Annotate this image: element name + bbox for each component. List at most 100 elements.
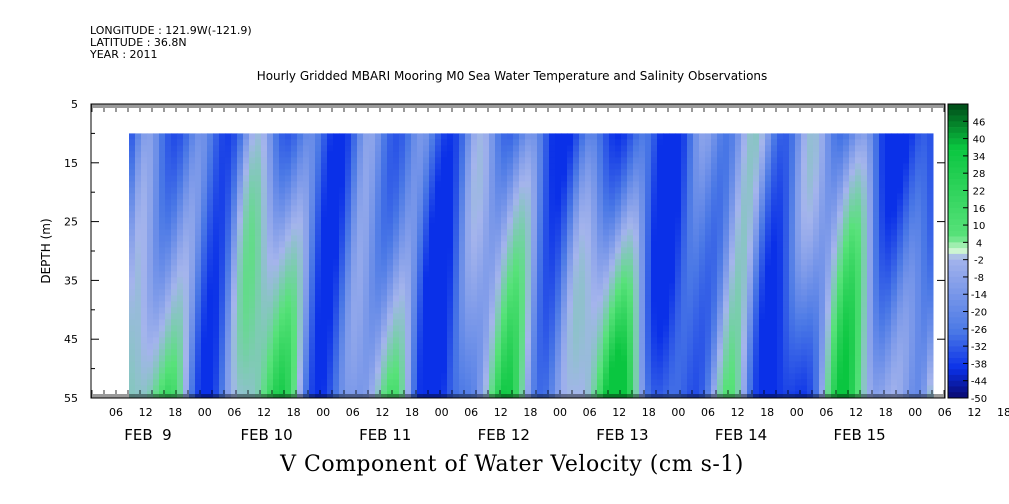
- heatmap-cell: [555, 319, 562, 326]
- heatmap-cell: [333, 319, 340, 326]
- heatmap-cell: [225, 169, 232, 176]
- heatmap-cell: [615, 145, 622, 152]
- heatmap-cell: [165, 319, 172, 326]
- heatmap-cell: [285, 361, 292, 368]
- heatmap-cell: [501, 193, 508, 200]
- heatmap-cell: [561, 145, 568, 152]
- heatmap-cell: [135, 253, 142, 260]
- heatmap-cell: [231, 169, 238, 176]
- heatmap-cell: [159, 355, 166, 362]
- heatmap-cell: [633, 355, 640, 362]
- heatmap-cell: [789, 319, 796, 326]
- heatmap-cell: [771, 223, 778, 230]
- heatmap-cell: [531, 367, 538, 374]
- heatmap-cell: [783, 307, 790, 314]
- heatmap-cell: [693, 175, 700, 182]
- heatmap-cell: [327, 205, 334, 212]
- heatmap-cell: [255, 289, 262, 296]
- heatmap-cell: [579, 313, 586, 320]
- heatmap-cell: [753, 379, 760, 386]
- heatmap-cell: [339, 373, 346, 380]
- heatmap-cell: [513, 325, 520, 332]
- heatmap-cell: [141, 301, 148, 308]
- heatmap-cell: [489, 355, 496, 362]
- heatmap-cell: [561, 289, 568, 296]
- heatmap-cell: [387, 355, 394, 362]
- heatmap-cell: [423, 187, 430, 194]
- heatmap-cell: [213, 283, 220, 290]
- heatmap-cell: [435, 337, 442, 344]
- heatmap-cell: [633, 331, 640, 338]
- heatmap-cell: [651, 301, 658, 308]
- heatmap-cell: [783, 223, 790, 230]
- heatmap-cell: [411, 295, 418, 302]
- heatmap-cell: [333, 307, 340, 314]
- heatmap-cell: [399, 325, 406, 332]
- heatmap-cell: [207, 325, 214, 332]
- heatmap-cell: [411, 181, 418, 188]
- heatmap-cell: [657, 355, 664, 362]
- heatmap-cell: [243, 355, 250, 362]
- heatmap-cell: [171, 157, 178, 164]
- heatmap-cell: [345, 211, 352, 218]
- heatmap-cell: [789, 205, 796, 212]
- heatmap-cell: [309, 187, 316, 194]
- heatmap-cell: [489, 379, 496, 386]
- heatmap-cell: [243, 193, 250, 200]
- heatmap-cell: [471, 271, 478, 278]
- heatmap-cell: [135, 331, 142, 338]
- heatmap-cell: [135, 151, 142, 158]
- heatmap-cell: [711, 145, 718, 152]
- heatmap-cell: [399, 235, 406, 242]
- heatmap-cell: [279, 349, 286, 356]
- heatmap-cell: [507, 325, 514, 332]
- heatmap-cell: [699, 271, 706, 278]
- heatmap-cell: [543, 343, 550, 350]
- heatmap-cell: [141, 241, 148, 248]
- heatmap-cell: [507, 289, 514, 296]
- heatmap-cell: [399, 223, 406, 230]
- heatmap-cell: [729, 169, 736, 176]
- heatmap-cell: [531, 157, 538, 164]
- heatmap-cell: [537, 199, 544, 206]
- heatmap-cell: [657, 319, 664, 326]
- heatmap-cell: [171, 145, 178, 152]
- heatmap-cell: [771, 343, 778, 350]
- heatmap-cell: [585, 181, 592, 188]
- heatmap-cell: [735, 337, 742, 344]
- heatmap-cell: [465, 271, 472, 278]
- heatmap-cell: [567, 307, 574, 314]
- heatmap-cell: [297, 205, 304, 212]
- heatmap-cell: [231, 277, 238, 284]
- heatmap-cell: [735, 283, 742, 290]
- heatmap-cell: [693, 259, 700, 266]
- heatmap-cell: [531, 169, 538, 176]
- heatmap-cell: [627, 145, 634, 152]
- heatmap-cell: [417, 313, 424, 320]
- heatmap-cell: [453, 289, 460, 296]
- heatmap-cell: [369, 313, 376, 320]
- heatmap-cell: [447, 253, 454, 260]
- heatmap-cell: [207, 259, 214, 266]
- heatmap-cell: [273, 169, 280, 176]
- heatmap-cell: [483, 181, 490, 188]
- heatmap-cell: [711, 139, 718, 146]
- heatmap-cell: [363, 367, 370, 374]
- heatmap-cell: [597, 145, 604, 152]
- heatmap-cell: [267, 349, 274, 356]
- heatmap-cell: [465, 331, 472, 338]
- heatmap-cell: [429, 301, 436, 308]
- heatmap-cell: [735, 211, 742, 218]
- heatmap-cell: [345, 331, 352, 338]
- heatmap-cell: [471, 361, 478, 368]
- heatmap-cell: [615, 169, 622, 176]
- heatmap-cell: [549, 331, 556, 338]
- heatmap-cell: [213, 343, 220, 350]
- heatmap-cell: [513, 247, 520, 254]
- heatmap-cell: [639, 277, 646, 284]
- heatmap-cell: [423, 361, 430, 368]
- heatmap-cell: [309, 343, 316, 350]
- heatmap-cell: [345, 145, 352, 152]
- heatmap-cell: [189, 343, 196, 350]
- heatmap-cell: [189, 181, 196, 188]
